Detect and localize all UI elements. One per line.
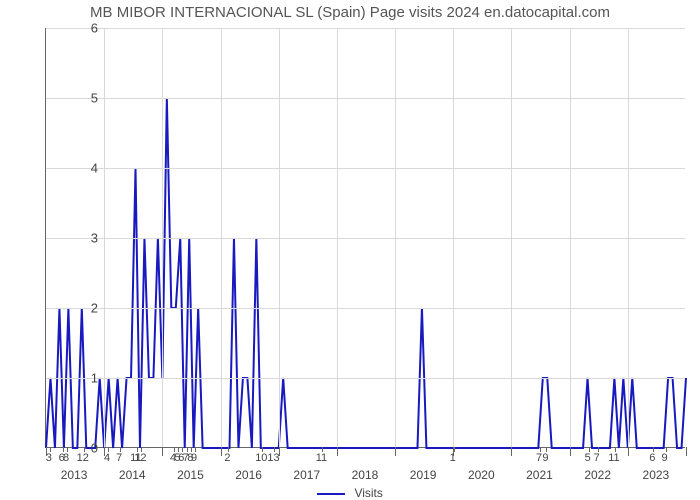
legend-label: Visits (354, 486, 382, 500)
x-gridline (279, 28, 280, 447)
chart-title: MB MIBOR INTERNACIONAL SL (Spain) Page v… (0, 4, 700, 21)
x-minor-label: 9 (542, 452, 548, 464)
x-minor-label: 9 (191, 452, 197, 464)
x-gridline (337, 28, 338, 447)
x-major-label: 2013 (61, 468, 88, 482)
x-major-label: 2015 (177, 468, 204, 482)
x-minor-label: 3 (46, 452, 52, 464)
x-minor-label: 12 (134, 452, 146, 464)
y-tick-label: 2 (58, 301, 98, 316)
y-tick-label: 3 (58, 231, 98, 246)
y-tick-label: 1 (58, 371, 98, 386)
x-major-label: 2022 (584, 468, 611, 482)
x-minor-label: 7 (116, 452, 122, 464)
x-minor-label: 4 (104, 452, 110, 464)
y-tick-label: 0 (58, 441, 98, 456)
x-gridline (162, 28, 163, 447)
y-gridline (46, 308, 685, 309)
x-minor-label: 11 (608, 452, 619, 464)
x-minor-label: 7 (594, 452, 600, 464)
x-gridline (511, 28, 512, 447)
x-major-label: 2019 (410, 468, 437, 482)
x-major-label: 2016 (235, 468, 262, 482)
x-minor-label: 6 (649, 452, 655, 464)
x-minor-label: 2 (224, 452, 230, 464)
y-tick-label: 5 (58, 91, 98, 106)
y-gridline (46, 378, 685, 379)
legend-swatch (317, 493, 345, 495)
x-major-label: 2023 (643, 468, 670, 482)
x-gridline (453, 28, 454, 447)
x-minor-label: 10 (255, 452, 267, 464)
x-major-label: 2018 (352, 468, 379, 482)
y-tick-label: 6 (58, 21, 98, 36)
x-gridline (104, 28, 105, 447)
x-minor-label: 1 (450, 452, 456, 464)
x-major-label: 2017 (293, 468, 320, 482)
legend: Visits (0, 486, 700, 500)
x-minor-labels: 368124711124567892101311179571169 (45, 452, 685, 468)
x-minor-label: 11 (316, 452, 327, 464)
line-chart: MB MIBOR INTERNACIONAL SL (Spain) Page v… (0, 0, 700, 500)
x-minor-label: 5 (585, 452, 591, 464)
y-tick-label: 4 (58, 161, 98, 176)
y-gridline (46, 168, 685, 169)
x-minor-label: 13 (267, 452, 279, 464)
x-gridline (395, 28, 396, 447)
x-major-tick (686, 447, 687, 456)
visits-line (46, 98, 686, 448)
plot-area (45, 28, 685, 448)
x-major-label: 2014 (119, 468, 146, 482)
y-gridline (46, 98, 685, 99)
x-minor-label: 9 (661, 452, 667, 464)
x-gridline (570, 28, 571, 447)
x-gridline (221, 28, 222, 447)
x-minor-label: 7 (536, 452, 542, 464)
y-gridline (46, 28, 685, 29)
y-gridline (46, 238, 685, 239)
x-major-label: 2020 (468, 468, 495, 482)
x-major-labels: 2013 2014 2015 2016 2017 2018 2019 2020 2021 2022… (45, 468, 685, 484)
x-major-label: 2021 (526, 468, 553, 482)
x-gridline (628, 28, 629, 447)
